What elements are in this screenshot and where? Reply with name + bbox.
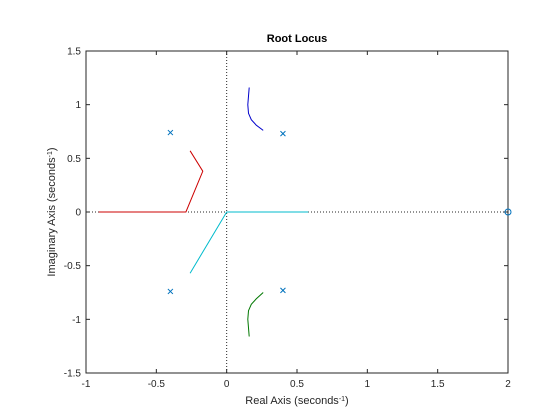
pole-stroke [280, 287, 286, 294]
y-tick-label: -1 [72, 315, 81, 326]
pole-marker [280, 287, 286, 294]
x-axis-label-exponent: -1 [339, 396, 345, 403]
y-axis-label-exponent: -1 [47, 151, 54, 157]
zero-marker [504, 208, 512, 216]
x-tick-label: -1 [82, 379, 91, 390]
x-tick-label: 0 [224, 379, 230, 390]
locus-branch-2 [247, 292, 264, 337]
pole-stroke [280, 130, 286, 137]
locus-branch-1 [247, 87, 264, 131]
y-tick-label: 1 [75, 100, 81, 111]
y-tick-label: 0 [75, 208, 81, 219]
locus-branches [98, 87, 309, 337]
x-axis-label-text: Real Axis (seconds [245, 395, 339, 407]
x-tick-label: 1 [365, 379, 371, 390]
y-tick-label: -1.5 [64, 369, 82, 380]
x-tick-label: 2 [505, 379, 511, 390]
y-tick-label: 0.5 [67, 154, 81, 165]
x-tick-label: 0.5 [290, 379, 304, 390]
axis-ticks [85, 50, 509, 374]
x-axis-label: Real Axis (seconds-1) [245, 395, 348, 407]
y-axis-label-close: ) [46, 147, 58, 151]
x-tick-label: -0.5 [148, 379, 166, 390]
pole-zero-markers [167, 129, 512, 295]
y-tick-label: -0.5 [64, 261, 82, 272]
pole-marker [280, 130, 286, 137]
y-axis-label: Imaginary Axis (seconds-1) [46, 147, 58, 276]
chart-title: Root Locus [267, 33, 328, 45]
y-axis-label-text: Imaginary Axis (seconds [46, 157, 58, 277]
axis-tick-labels: -1 -0.5 0 0.5 1 1.5 2-1.5-1-0.500.511.5 [64, 47, 511, 391]
pole-stroke [167, 129, 174, 136]
locus-branch-3 [98, 150, 204, 213]
pole-marker [167, 129, 174, 136]
y-tick-label: 1.5 [67, 47, 81, 58]
x-tick-label: 1.5 [431, 379, 445, 390]
pole-marker [167, 288, 174, 295]
pole-stroke [167, 288, 174, 295]
x-axis-label-close: ) [345, 395, 349, 407]
locus-branch-4 [189, 211, 309, 274]
